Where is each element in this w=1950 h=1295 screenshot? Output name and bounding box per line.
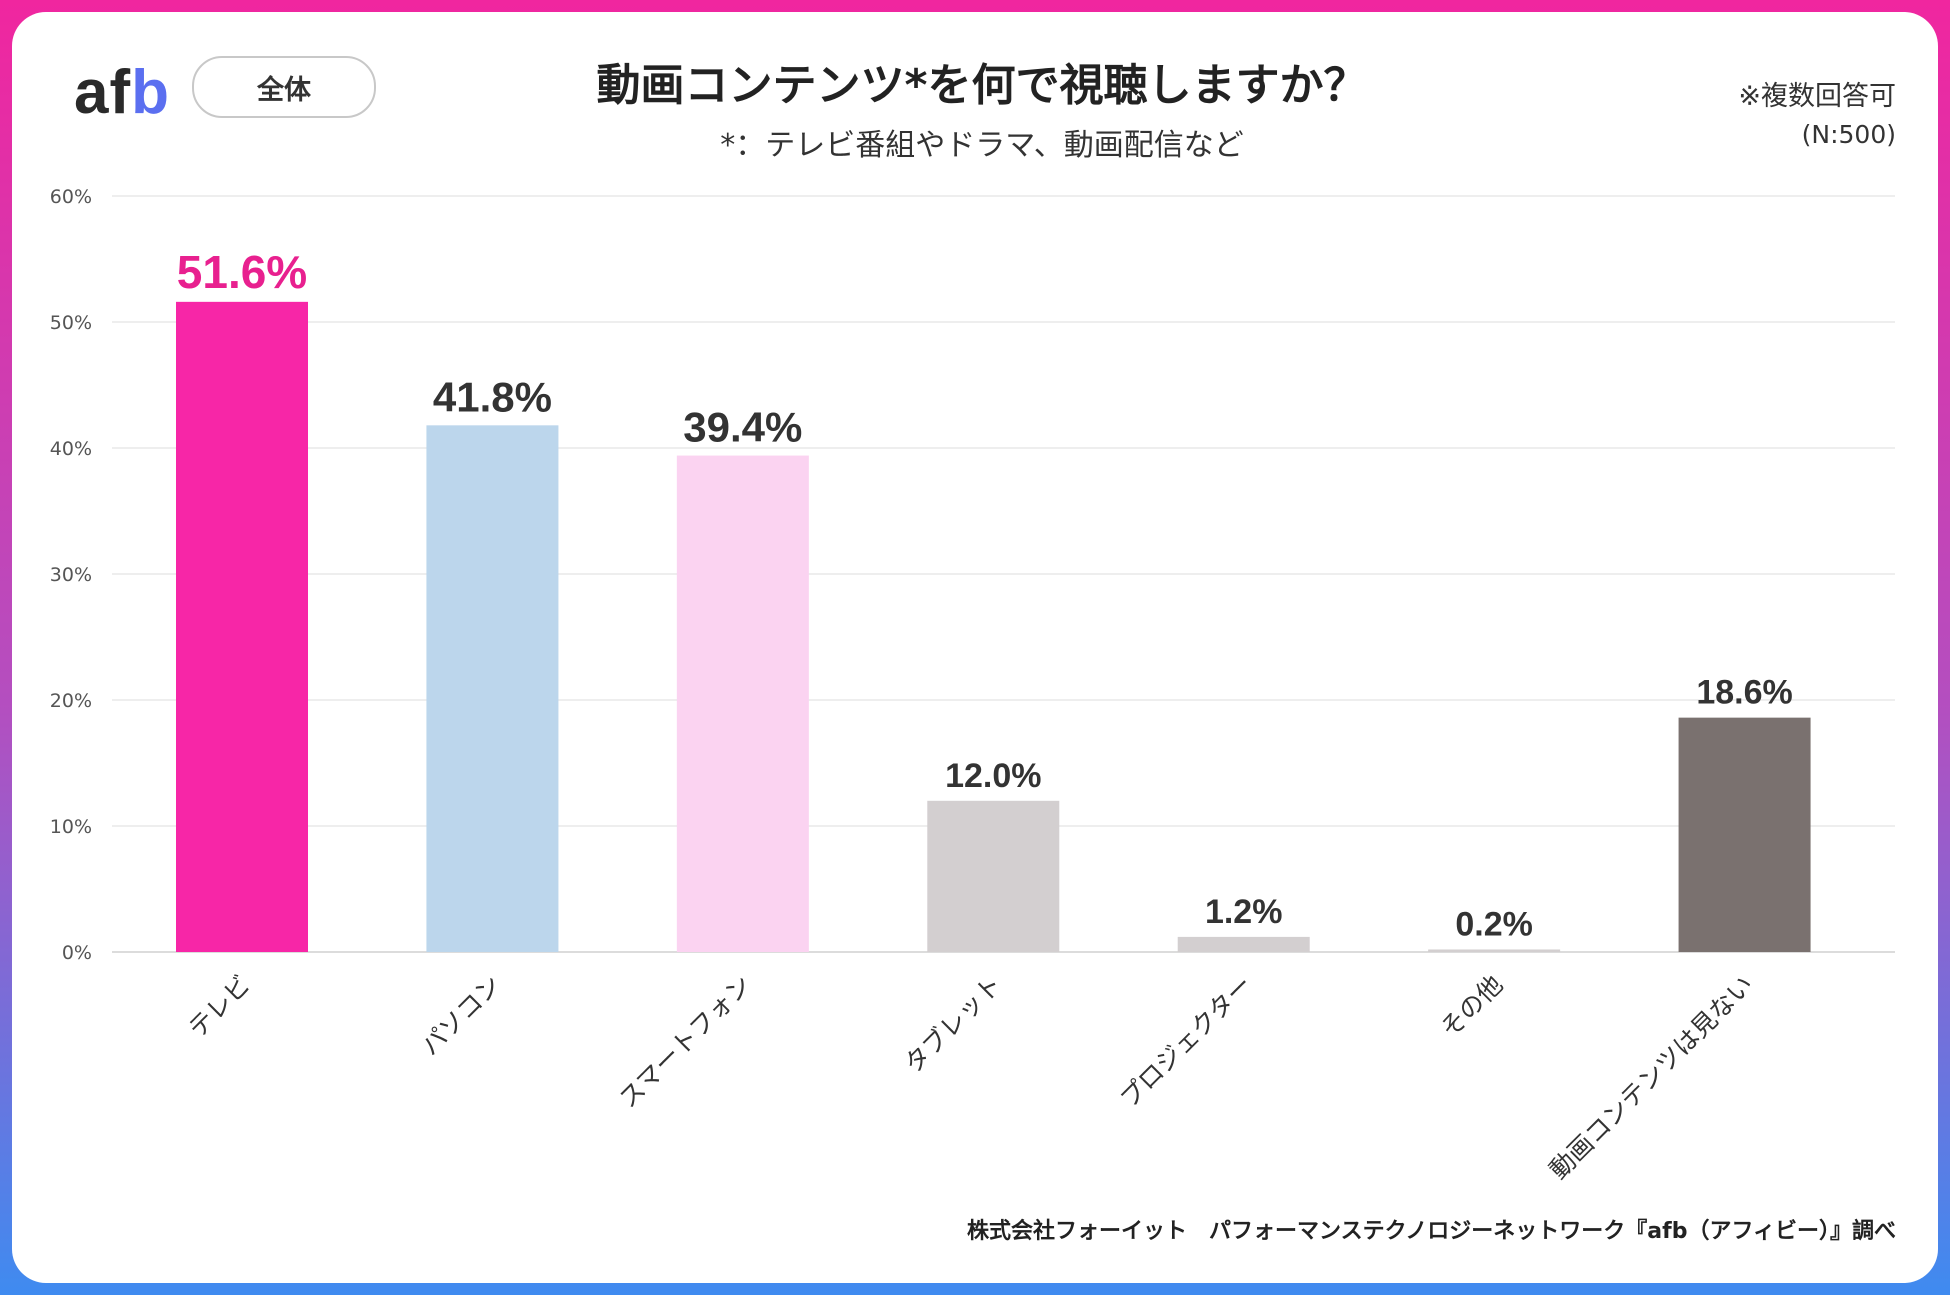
source-footer: 株式会社フォーイット パフォーマンステクノロジーネットワーク『afb（アフィビー… (967, 1219, 1896, 1244)
x-tick-label: テレビ (183, 970, 257, 1044)
y-tick-label: 40% (50, 438, 92, 460)
x-tick-label: スマートフォン (613, 970, 757, 1114)
y-tick-label: 60% (50, 186, 92, 208)
bar-4 (927, 800, 1060, 952)
value-label: 0.2% (1455, 905, 1533, 943)
y-tick-label: 10% (50, 816, 92, 838)
value-label: 41.8% (433, 373, 552, 420)
x-tick-label: タブレット (899, 970, 1008, 1079)
value-label: 39.4% (683, 404, 802, 451)
value-label: 12.0% (945, 757, 1041, 795)
x-tick-label: その他 (1435, 970, 1509, 1044)
bar-6 (1428, 949, 1561, 952)
y-tick-label: 0% (62, 942, 92, 964)
bar-3 (676, 455, 809, 952)
bar-1 (176, 301, 308, 953)
chart-subtitle: *：テレビ番組やドラマ、動画配信など (720, 128, 1244, 163)
bar-7 (1678, 717, 1811, 952)
bar-2 (426, 425, 559, 952)
x-tick-label: プロジェクター (1114, 970, 1258, 1114)
sample-size-note: (N:500) (1801, 120, 1896, 149)
y-tick-label: 30% (50, 564, 92, 586)
value-label: 18.6% (1696, 674, 1792, 712)
x-tick-label: パソコン (415, 970, 506, 1061)
y-tick-label: 50% (50, 312, 92, 334)
y-tick-label: 20% (50, 690, 92, 712)
multiple-answer-note: ※複数回答可 (1738, 81, 1896, 112)
bar-5 (1177, 936, 1310, 952)
chart-title: 動画コンテンツ*を何で視聴しますか？ (596, 60, 1368, 111)
x-tick-label: 動画コンテンツは見ない (1544, 970, 1759, 1185)
value-label: 1.2% (1205, 893, 1283, 931)
afb-logo: afb (74, 58, 171, 127)
value-label: 51.6% (177, 246, 307, 298)
chart-card: afb 全体 動画コンテンツ*を何で視聴しますか？ *：テレビ番組やドラマ、動画… (12, 12, 1938, 1283)
segment-badge[interactable]: 全体 (192, 56, 376, 118)
